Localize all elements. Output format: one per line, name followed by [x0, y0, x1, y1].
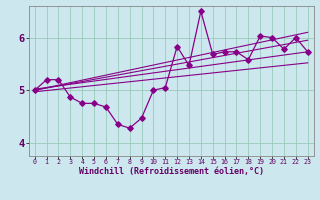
X-axis label: Windchill (Refroidissement éolien,°C): Windchill (Refroidissement éolien,°C) — [79, 167, 264, 176]
